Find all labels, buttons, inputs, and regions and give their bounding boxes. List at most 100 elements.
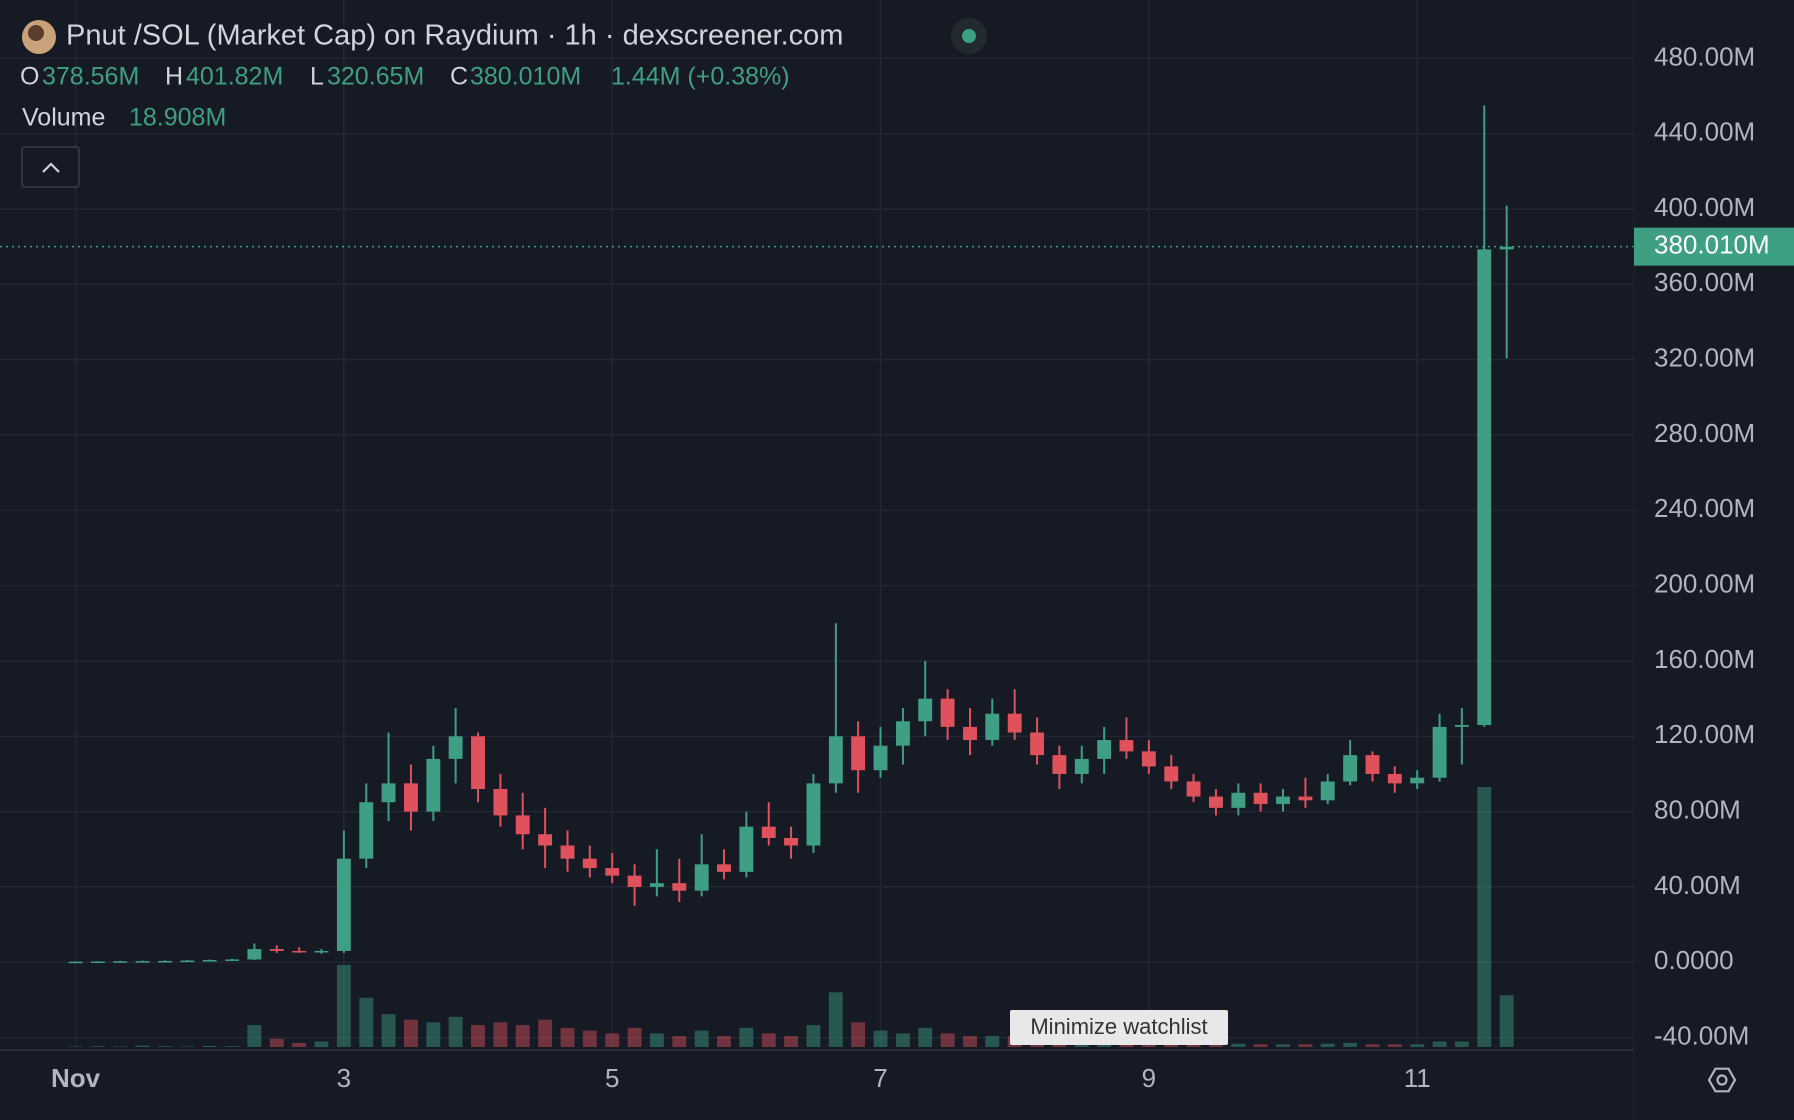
token-icon-detail: [28, 25, 44, 41]
candle-body: [135, 961, 150, 963]
candle-body: [1432, 726, 1447, 778]
volume-bar: [627, 1027, 642, 1047]
candle-body: [1119, 740, 1134, 752]
candle-body: [895, 721, 910, 746]
volume-bar: [538, 1019, 553, 1047]
grid: [0, 0, 1634, 1047]
volume-bar: [448, 1016, 463, 1047]
candle-body: [336, 858, 351, 951]
volume-bar: [225, 1046, 240, 1047]
candle-body: [1477, 249, 1492, 725]
volume-bar: [1231, 1043, 1246, 1047]
last-price-box: [1634, 227, 1794, 266]
candle-body: [963, 726, 977, 741]
volume-bar: [113, 1046, 128, 1047]
volume-bar: [873, 1030, 888, 1047]
volume-bar: [1253, 1044, 1268, 1047]
candle-body: [806, 783, 821, 846]
candle-body: [493, 789, 508, 816]
volume-bar: [605, 1033, 620, 1047]
volume-bar: [471, 1025, 485, 1047]
volume-bar: [515, 1025, 530, 1047]
volume-value: 18.908M: [129, 104, 226, 132]
volume-bar: [985, 1036, 1000, 1047]
volume-bar: [582, 1030, 597, 1047]
candle-body: [515, 815, 530, 835]
candle-body: [739, 826, 754, 872]
candle-body: [158, 960, 172, 963]
x-tick-label: 7: [873, 1063, 887, 1093]
volume-layer: [68, 787, 1514, 1047]
ohlc-key: O: [20, 63, 39, 91]
volume-bar: [90, 1046, 105, 1047]
volume-bar: [381, 1014, 396, 1047]
tooltip-box[interactable]: [1010, 1010, 1228, 1045]
ohlc-value: 320.65M: [327, 63, 424, 91]
candle-body: [314, 950, 329, 953]
ohlc-value: 378.56M: [42, 63, 139, 91]
volume-bar: [851, 1022, 866, 1047]
volume-bar: [426, 1022, 441, 1047]
y-tick-label: 280.00M: [1654, 418, 1755, 448]
volume-bar: [1499, 995, 1514, 1047]
candle-body: [1186, 781, 1201, 797]
y-tick-label: 320.00M: [1654, 343, 1755, 373]
x-tick-label: Nov: [51, 1063, 101, 1093]
y-tick-label: 200.00M: [1654, 569, 1755, 599]
candle-body: [784, 837, 798, 846]
candle-body: [292, 950, 307, 953]
candle-body: [985, 713, 1000, 741]
candle-body: [1164, 766, 1179, 782]
volume-bar: [940, 1033, 955, 1047]
candle-body: [404, 783, 418, 812]
last-price-label: 380.010M: [1654, 230, 1770, 260]
candle-body: [627, 875, 642, 887]
volume-bar: [336, 964, 351, 1047]
volume-bar: [68, 1046, 83, 1047]
status-dot: [962, 29, 976, 43]
x-tick-label: 11: [1404, 1063, 1431, 1093]
volume-bar: [1276, 1044, 1290, 1047]
volume-bar: [1208, 1043, 1223, 1047]
collapse-button[interactable]: [21, 146, 80, 188]
volume-bar: [269, 1038, 284, 1047]
candle-body: [1454, 724, 1469, 727]
volume-bar: [1365, 1044, 1380, 1047]
y-tick-label: 360.00M: [1654, 267, 1755, 297]
candle-body: [940, 698, 955, 727]
candle-body: [1365, 755, 1380, 774]
y-tick-label: 240.00M: [1654, 493, 1755, 523]
candle-body: [1231, 792, 1246, 808]
candle-body: [471, 736, 485, 790]
volume-bar: [895, 1033, 910, 1047]
candle-body: [1074, 758, 1089, 774]
candle-body: [538, 834, 553, 846]
volume-bar: [314, 1041, 329, 1047]
ohlc-change: 1.44M (+0.38%): [611, 63, 790, 91]
volume-bar: [1432, 1041, 1447, 1047]
candle-body: [1208, 796, 1223, 808]
settings-icon[interactable]: [1707, 1067, 1737, 1093]
y-tick-label: 400.00M: [1654, 192, 1755, 222]
volume-bar: [761, 1033, 776, 1047]
candle-body: [873, 745, 888, 771]
candle-body: [649, 883, 664, 887]
candle-body: [761, 826, 776, 838]
y-tick-label: 120.00M: [1654, 719, 1755, 749]
ohlc-value: 401.82M: [186, 63, 283, 91]
candle-body: [448, 736, 463, 759]
candle-body: [225, 959, 240, 961]
volume-bar: [1343, 1042, 1358, 1047]
volume-bar: [672, 1036, 687, 1047]
volume-bar: [918, 1027, 933, 1047]
volume-bar: [493, 1022, 508, 1047]
volume-bar: [1454, 1041, 1469, 1047]
candle-body: [359, 802, 374, 859]
y-tick-label: 80.00M: [1654, 794, 1741, 824]
candle-body: [113, 961, 128, 963]
y-tick-label: 160.00M: [1654, 644, 1755, 674]
volume-bar: [784, 1036, 798, 1047]
candle-body: [1499, 246, 1514, 250]
candle-body: [694, 864, 709, 891]
